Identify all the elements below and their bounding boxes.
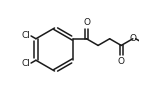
Text: O: O <box>83 18 90 27</box>
Text: Cl: Cl <box>22 31 31 40</box>
Text: O: O <box>129 34 136 43</box>
Text: O: O <box>118 57 125 66</box>
Text: Cl: Cl <box>22 59 31 68</box>
